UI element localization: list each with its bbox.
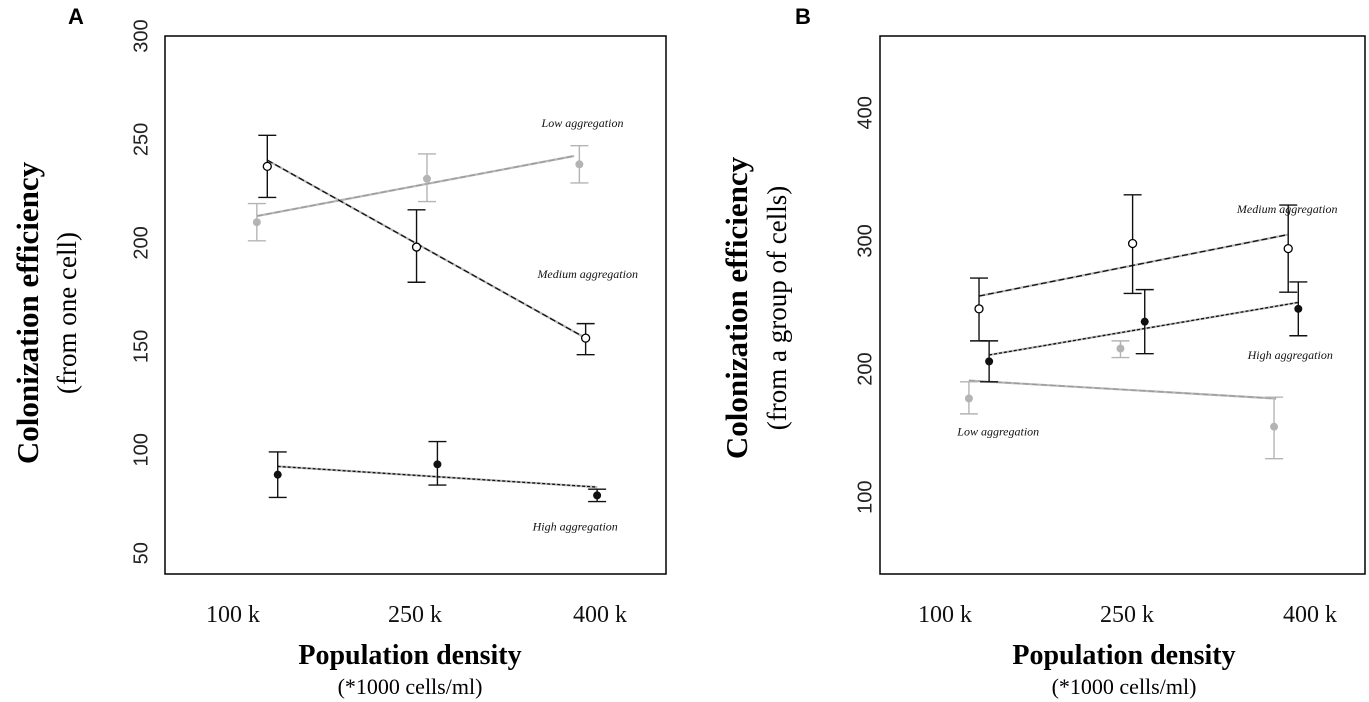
panel-b-series-annotation: Medium aggregation bbox=[1236, 202, 1338, 216]
panel-a-y-tick-label: 250 bbox=[130, 123, 152, 156]
panel-b-high-aggregation-point bbox=[1294, 304, 1303, 313]
panel-b-y-tick-label: 400 bbox=[854, 96, 876, 129]
panel-b-y-axis-subtitle: (from a group of cells) bbox=[762, 186, 792, 430]
panel-b-y-tick-label: 300 bbox=[854, 224, 876, 257]
panel-b-medium-aggregation-point bbox=[1127, 238, 1138, 249]
panel-b-medium-aggregation-point bbox=[974, 304, 984, 314]
panel-b-low-aggregation-point bbox=[1116, 344, 1125, 353]
panel-b-low-aggregation-point bbox=[964, 394, 973, 403]
panel-a-y-axis-subtitle: (from one cell) bbox=[52, 232, 82, 394]
panel-a-low-aggregation-point bbox=[575, 160, 584, 169]
panel-a-plot-frame bbox=[164, 35, 667, 575]
panel-a-x-tick-label: 400 k bbox=[573, 602, 627, 628]
panel-b-medium-aggregation-fit-line-dashed bbox=[978, 233, 1289, 297]
panel-b-low-aggregation-point bbox=[1270, 422, 1279, 431]
panel-a-medium-aggregation-fit-line-dashed bbox=[266, 159, 586, 339]
panel-a-y-axis-title: Colonization efficiency bbox=[10, 161, 45, 464]
panel-a-series-annotation: High aggregation bbox=[532, 520, 618, 534]
panel-a-low-aggregation-point bbox=[252, 218, 261, 227]
panel-b-plot-frame bbox=[879, 35, 1366, 575]
panel-b-y-tick-label: 200 bbox=[854, 352, 876, 385]
panel-b-series-annotation: Low aggregation bbox=[956, 425, 1039, 439]
panel-a-medium-aggregation-point bbox=[580, 333, 591, 343]
panel-a-low-aggregation-fit-line bbox=[256, 154, 575, 218]
panel-a-high-aggregation-point bbox=[433, 460, 442, 469]
panel-b-x-axis-subtitle: (*1000 cells/ml) bbox=[1052, 674, 1197, 699]
panel-b-x-axis-title: Population density bbox=[1012, 640, 1235, 671]
panel-a-y-tick-label: 200 bbox=[130, 226, 152, 259]
panel-a-y-tick-label: 50 bbox=[130, 542, 152, 564]
panel-b-high-aggregation-point bbox=[1140, 317, 1149, 326]
panel-a-y-tick-label: 150 bbox=[130, 330, 152, 363]
panel-b-medium-aggregation-point bbox=[1283, 243, 1293, 254]
panel-a-letter: A bbox=[68, 4, 84, 29]
panel-a-y-tick-label: 300 bbox=[130, 19, 152, 52]
panel-b-high-aggregation-fit-line-dashed bbox=[989, 301, 1299, 356]
panel-a-x-tick-label: 250 k bbox=[388, 602, 442, 628]
panel-b-y-tick-label: 100 bbox=[854, 480, 876, 513]
panel-a-x-axis-title: Population density bbox=[298, 640, 521, 671]
panel-a-medium-aggregation-point bbox=[411, 242, 422, 252]
panel-a-medium-aggregation-point bbox=[262, 161, 272, 172]
panel-a-high-aggregation-point bbox=[593, 491, 602, 500]
panel-b-low-aggregation-fit-line-dashed bbox=[968, 379, 1277, 400]
panel-b-letter: B bbox=[795, 4, 811, 29]
panel-a-x-axis-subtitle: (*1000 cells/ml) bbox=[338, 674, 483, 699]
panel-b-x-tick-label: 400 k bbox=[1283, 602, 1337, 628]
panel-a-x-tick-label: 100 k bbox=[206, 602, 260, 628]
panel-a-low-aggregation-point bbox=[422, 174, 431, 183]
panel-a-high-aggregation-point bbox=[273, 470, 282, 479]
panel-b-y-axis-title: Colonization efficiency bbox=[719, 156, 754, 459]
panel-b-series-annotation: High aggregation bbox=[1247, 348, 1333, 362]
panel-b-x-tick-label: 250 k bbox=[1100, 602, 1154, 628]
panel-b-x-tick-label: 100 k bbox=[918, 602, 972, 628]
panel-a-series-annotation: Low aggregation bbox=[541, 116, 624, 130]
panel-a-series-annotation: Medium aggregation bbox=[536, 267, 638, 281]
panel-a-y-tick-label: 100 bbox=[130, 433, 152, 466]
panel-b-high-aggregation-point bbox=[985, 357, 994, 366]
